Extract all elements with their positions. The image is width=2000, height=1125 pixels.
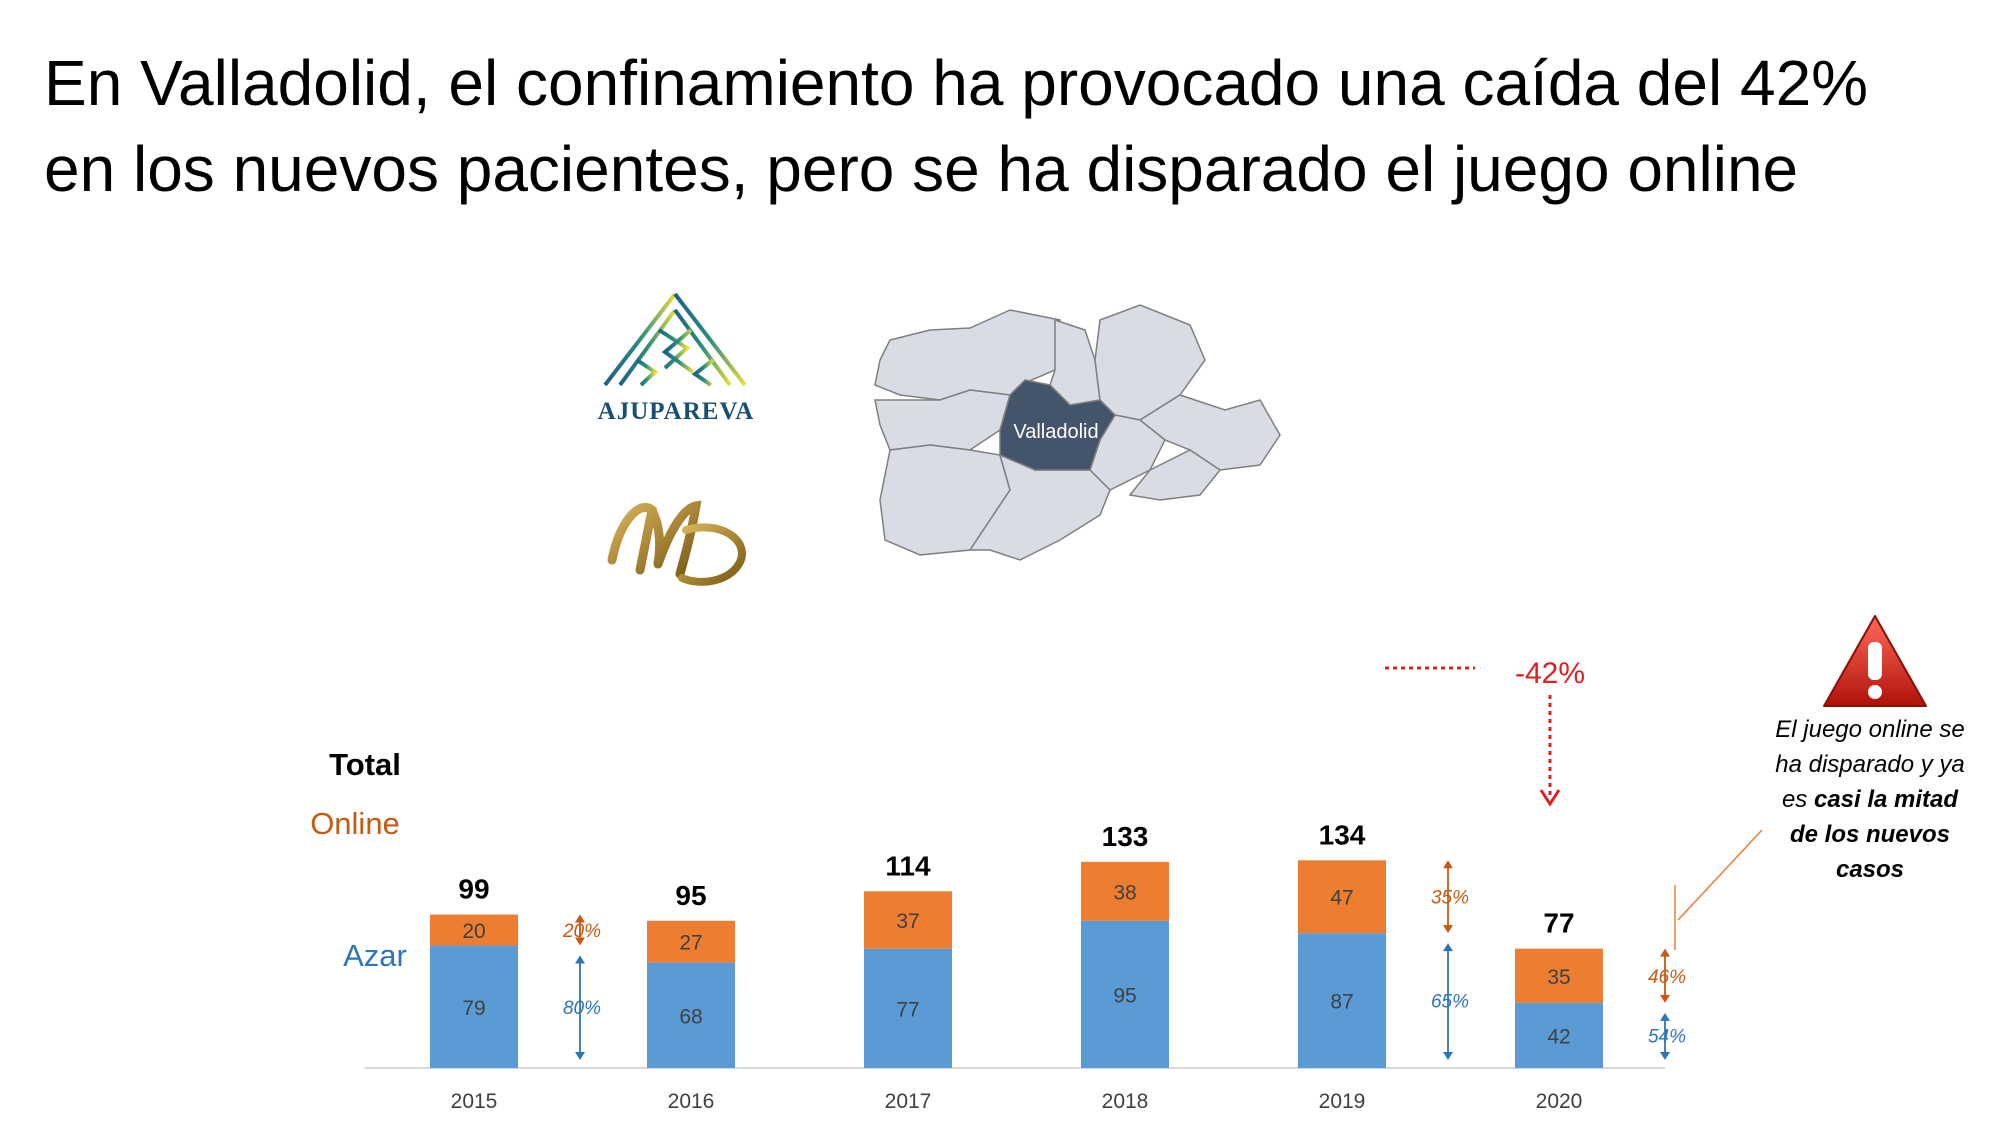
label-total-2016: 95 (675, 880, 706, 911)
label-azar-2018: 95 (1113, 984, 1136, 1007)
share-arrow-azar-2015-icon (575, 955, 585, 1060)
bar-online-2017 (864, 891, 952, 949)
tick-label-2018: 2018 (1102, 1090, 1149, 1113)
bar-online-2015 (430, 914, 518, 946)
tick-label-2020: 2020 (1536, 1090, 1583, 1113)
callout-text-bold: casi la mitad de los nuevos casos (1789, 786, 1959, 883)
drop-arrow-head-icon (1539, 789, 1561, 807)
label-total-2015: 99 (458, 874, 489, 905)
label-azar-2020: 42 (1547, 1025, 1570, 1048)
map-label-valladolid: Valladolid (1013, 421, 1098, 443)
md-logo-icon (607, 500, 746, 586)
label-azar-2017: 77 (896, 998, 919, 1021)
share-arrow-azar-2020-icon (1660, 1012, 1670, 1060)
label-azar-2019: 87 (1330, 991, 1353, 1014)
callout-text-regular: El juego online se ha disparado y ya es (1775, 716, 1965, 813)
title-line-1: En Valladolid, el confinamiento ha provo… (44, 47, 1869, 119)
bar-azar-2019 (1298, 933, 1386, 1068)
callout-leader-line (1677, 829, 1763, 921)
label-online-2018: 38 (1113, 881, 1136, 904)
title-line-2: en los nuevos pacientes, pero se ha disp… (44, 133, 1799, 205)
map-castilla-y-leon: Valladolid (874, 304, 1281, 561)
row-label-online: Online (310, 806, 400, 841)
ajupareva-logo-text: AJUPAREVA (597, 398, 755, 425)
share-online-2019: 35% (1431, 888, 1469, 909)
share-azar-2015: 80% (563, 998, 601, 1019)
ajupareva-logo-icon (603, 292, 747, 387)
tick-label-2015: 2015 (451, 1090, 498, 1113)
tick-label-2016: 2016 (668, 1090, 715, 1113)
map-region-zamora (874, 389, 1011, 451)
label-azar-2016: 68 (679, 1005, 702, 1028)
bar-online-2020 (1515, 948, 1603, 1003)
callout-text: El juego online se ha disparado y ya es … (1770, 712, 1970, 887)
bar-online-2019 (1298, 860, 1386, 934)
label-total-2019: 134 (1319, 819, 1366, 850)
share-arrow-online-2015-icon (575, 914, 585, 946)
share-online-2020: 46% (1648, 967, 1686, 988)
share-azar-2020: 54% (1648, 1026, 1686, 1047)
share-arrow-online-2020-icon (1660, 948, 1670, 1003)
label-online-2020: 35 (1547, 966, 1570, 989)
bar-online-2018 (1081, 861, 1169, 921)
row-label-azar: Azar (343, 938, 407, 973)
drop-label: -42% (1515, 657, 1585, 690)
tick-label-2019: 2019 (1319, 1090, 1366, 1113)
label-online-2019: 47 (1330, 887, 1353, 910)
label-online-2016: 27 (679, 932, 702, 955)
bar-online-2016 (647, 920, 735, 963)
page-title: En Valladolid, el confinamiento ha provo… (44, 40, 1964, 212)
label-total-2018: 133 (1102, 821, 1149, 852)
map-region-south-fill (1128, 449, 1222, 501)
label-azar-2015: 79 (462, 997, 485, 1020)
bar-azar-2015 (430, 945, 518, 1068)
share-arrow-online-2019-icon (1443, 860, 1453, 934)
tick-label-2017: 2017 (885, 1090, 932, 1113)
bar-azar-2020 (1515, 1002, 1603, 1068)
label-online-2015: 20 (462, 920, 485, 943)
map-region-valladolid (999, 379, 1116, 471)
share-azar-2019: 65% (1431, 992, 1469, 1013)
bar-azar-2017 (864, 948, 952, 1068)
share-online-2015: 20% (562, 921, 601, 942)
label-total-2017: 114 (885, 850, 931, 881)
share-arrow-azar-2019-icon (1443, 943, 1453, 1060)
row-label-total: Total (329, 747, 401, 782)
bar-azar-2016 (647, 962, 735, 1068)
warning-icon (1823, 615, 1927, 707)
bar-azar-2018 (1081, 920, 1169, 1068)
label-online-2017: 37 (896, 910, 919, 933)
label-total-2020: 77 (1543, 908, 1574, 939)
